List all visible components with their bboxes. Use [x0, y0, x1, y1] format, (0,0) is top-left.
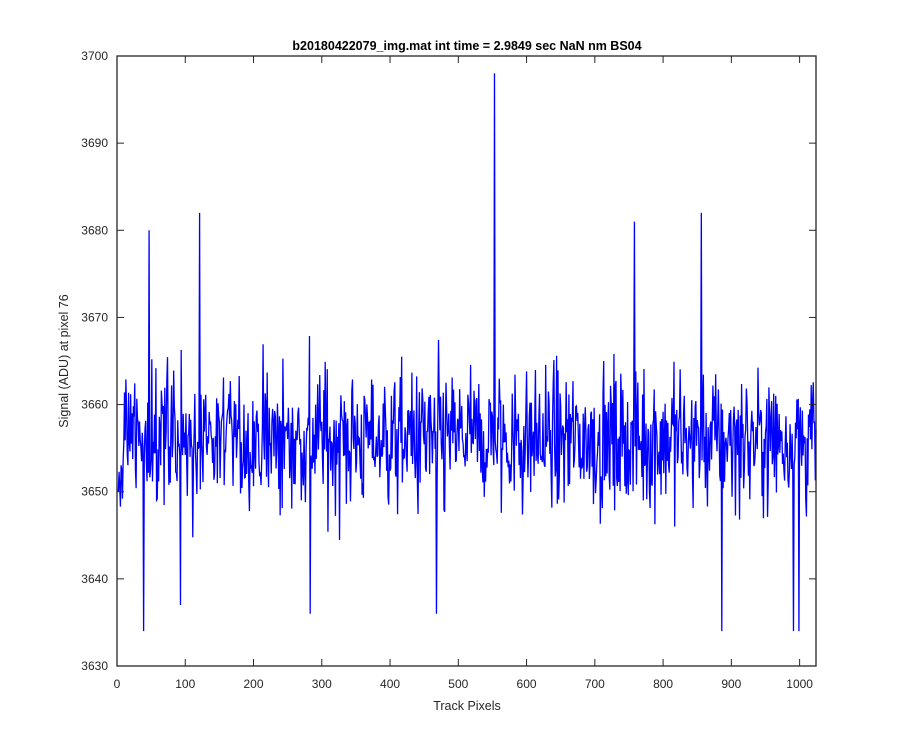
- y-tick-label: 3690: [81, 136, 108, 150]
- x-tick-label: 1000: [786, 677, 813, 691]
- y-axis-label: Signal (ADU) at pixel 76: [57, 294, 71, 427]
- series-line: [117, 73, 817, 632]
- y-tick-label: 3630: [81, 659, 108, 673]
- y-tick-label: 3700: [81, 49, 108, 63]
- chart-title: b20180422079_img.mat int time = 2.9849 s…: [292, 39, 641, 53]
- axes-box: [116, 55, 817, 667]
- x-tick-label: 100: [175, 677, 195, 691]
- x-tick-label: 500: [448, 677, 468, 691]
- x-tick-label: 600: [517, 677, 537, 691]
- y-tick-label: 3640: [81, 572, 108, 586]
- y-tick-label: 3660: [81, 398, 108, 412]
- y-tick-label: 3680: [81, 223, 108, 237]
- plot-area: [116, 55, 817, 667]
- x-tick-label: 300: [312, 677, 332, 691]
- x-axis: 0 100 200 300 400 500 600 700 800 900 1000: [114, 56, 813, 691]
- x-tick-label: 700: [585, 677, 605, 691]
- x-tick-label: 800: [653, 677, 673, 691]
- x-tick-label: 400: [380, 677, 400, 691]
- y-tick-label: 3650: [81, 485, 108, 499]
- x-tick-label: 200: [244, 677, 264, 691]
- x-tick-label: 900: [721, 677, 741, 691]
- y-tick-label: 3670: [81, 310, 108, 324]
- x-tick-label: 0: [114, 677, 121, 691]
- y-axis: 3630 3640 3650 3660 3670 3680 3690 3700: [81, 49, 816, 673]
- x-axis-label: Track Pixels: [433, 699, 501, 713]
